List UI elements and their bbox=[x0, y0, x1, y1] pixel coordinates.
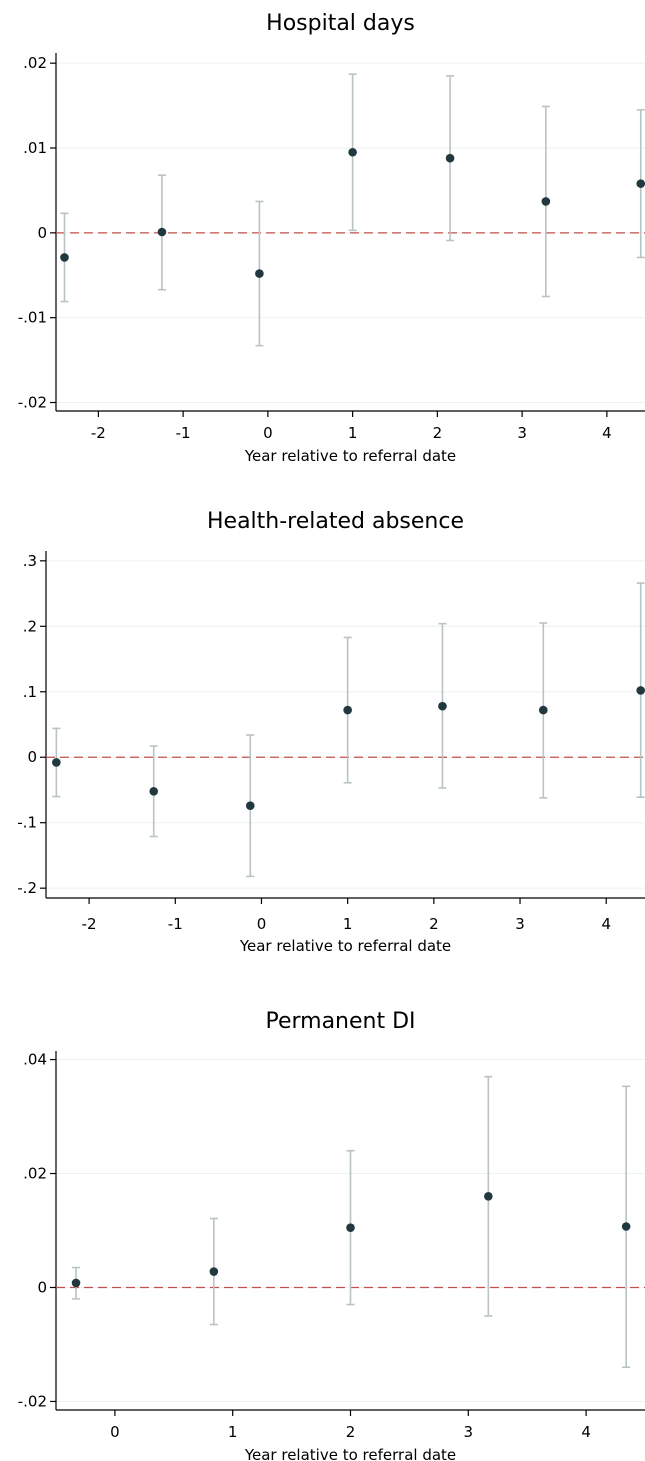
y-tick-label: 0 bbox=[37, 1278, 47, 1296]
x-tick-label: -1 bbox=[176, 424, 191, 442]
data-point bbox=[621, 1222, 631, 1231]
y-tick-label: .04 bbox=[23, 1051, 47, 1069]
chart-title: Health-related absence bbox=[207, 509, 464, 534]
data-point bbox=[157, 227, 167, 237]
y-tick-label: -.01 bbox=[18, 309, 47, 327]
x-tick-label: 4 bbox=[601, 915, 611, 933]
x-tick-label: -2 bbox=[82, 915, 97, 933]
x-tick-label: 1 bbox=[348, 424, 358, 442]
y-tick-label: .3 bbox=[23, 552, 37, 570]
chart-title: Hospital days bbox=[266, 11, 415, 36]
x-tick-label: 4 bbox=[602, 424, 612, 442]
chart-permanent-di: Permanent DI -.02 0 .02 .04 0 1 2 3 4 Year relativ… bbox=[0, 974, 645, 1461]
chart-svg: Permanent DI -.02 0 .02 .04 0 1 2 3 4 Year relativ… bbox=[18, 1009, 645, 1461]
x-tick-label: 2 bbox=[346, 1423, 356, 1441]
data-point bbox=[60, 253, 69, 262]
data-point bbox=[255, 269, 264, 278]
data-point bbox=[438, 701, 447, 711]
x-axis-label: Year relative to referral date bbox=[244, 1446, 456, 1461]
x-axis-label: Year relative to referral date bbox=[244, 447, 456, 465]
x-tick-label: 3 bbox=[464, 1423, 474, 1441]
x-tick-label: -1 bbox=[168, 915, 183, 933]
x-tick-label: 1 bbox=[343, 915, 353, 933]
x-tick-label: 4 bbox=[581, 1423, 591, 1441]
y-tick-label: .02 bbox=[23, 1165, 47, 1183]
x-axis-label: Year relative to referral date bbox=[239, 937, 451, 955]
data-point bbox=[484, 1192, 493, 1201]
data-point bbox=[348, 147, 357, 157]
y-tick-label: -.02 bbox=[18, 1392, 47, 1410]
data-point bbox=[541, 197, 551, 206]
chart-svg: Hospital days -.02 -.01 0 .01 .02 -2 -1 0 1 2 3 4 Yea… bbox=[18, 11, 645, 465]
data-point bbox=[71, 1278, 81, 1288]
data-point bbox=[245, 801, 255, 810]
data-point bbox=[538, 705, 548, 715]
y-tick-label: .2 bbox=[23, 617, 37, 635]
x-tick-label: 3 bbox=[517, 424, 527, 442]
x-tick-label: 0 bbox=[257, 915, 267, 933]
data-point bbox=[346, 1223, 355, 1232]
chart-hospital-days: Hospital days -.02 -.01 0 .01 .02 -2 -1 0 1 2 3 4 Yea… bbox=[0, 0, 645, 487]
data-point bbox=[343, 705, 352, 715]
y-tick-label: .1 bbox=[23, 683, 37, 701]
y-tick-label: -.1 bbox=[17, 814, 37, 832]
chart-svg: Health-related absence -.2 -.1 0 .1 .2 .3 -2 -1 0… bbox=[17, 509, 645, 955]
y-tick-label: 0 bbox=[37, 224, 47, 242]
y-tick-label: .01 bbox=[23, 139, 47, 157]
chart-health-related-absence: Health-related absence -.2 -.1 0 .1 .2 .3 -2 -1 0… bbox=[0, 487, 645, 974]
y-tick-label: 0 bbox=[27, 748, 37, 766]
x-tick-label: 2 bbox=[433, 424, 443, 442]
data-point bbox=[636, 686, 645, 695]
y-tick-label: -.2 bbox=[17, 879, 37, 897]
x-tick-label: 3 bbox=[515, 915, 525, 933]
x-tick-label: 0 bbox=[110, 1423, 120, 1441]
x-tick-label: -2 bbox=[91, 424, 106, 442]
x-tick-label: 0 bbox=[263, 424, 273, 442]
data-point bbox=[149, 786, 159, 796]
y-tick-label: -.02 bbox=[18, 394, 47, 412]
chart-title: Permanent DI bbox=[265, 1009, 415, 1034]
data-point bbox=[209, 1267, 219, 1276]
data-point bbox=[52, 758, 61, 767]
x-tick-label: 2 bbox=[429, 915, 439, 933]
y-tick-label: .02 bbox=[23, 54, 47, 72]
data-point bbox=[636, 179, 645, 188]
x-tick-label: 1 bbox=[228, 1423, 238, 1441]
data-point bbox=[445, 153, 455, 163]
